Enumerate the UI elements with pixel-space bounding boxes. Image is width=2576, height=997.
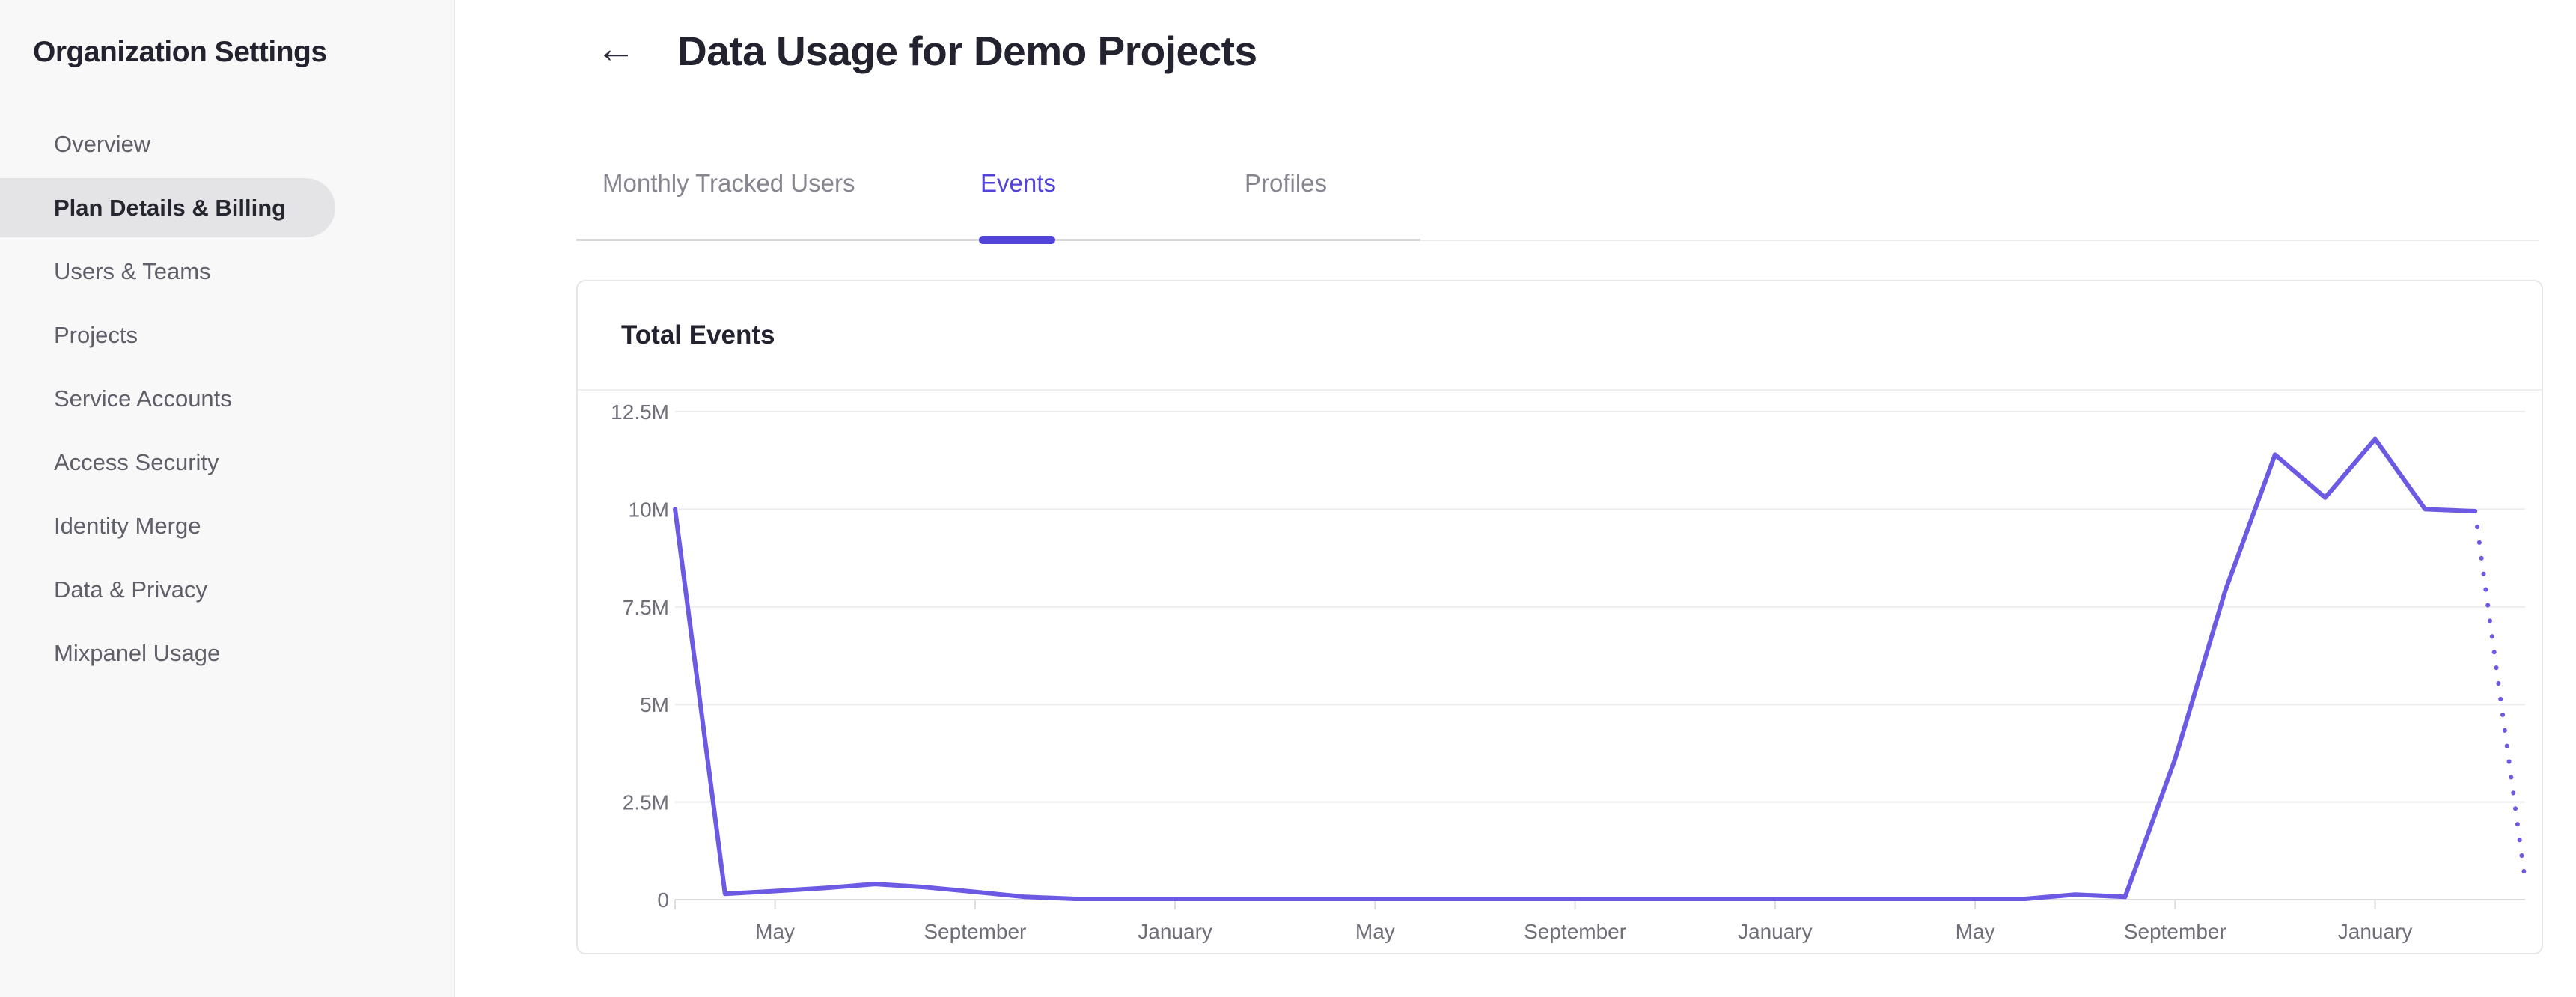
usage-tabs: Monthly Tracked Users Events Profiles bbox=[576, 157, 2539, 244]
x-tick-label: May bbox=[1956, 920, 1995, 943]
organization-settings-sidebar: Organization Settings Overview Plan Detai… bbox=[0, 0, 455, 997]
x-tick-label: September bbox=[1524, 920, 1626, 943]
tab-profiles[interactable]: Profiles bbox=[1245, 169, 1328, 197]
x-tick-label: January bbox=[2338, 920, 2413, 943]
sidebar-item-label: Mixpanel Usage bbox=[54, 639, 221, 666]
card-divider bbox=[578, 389, 2542, 391]
x-axis: May September January May September January Ma… bbox=[674, 900, 2413, 943]
x-tick-label: May bbox=[1355, 920, 1395, 943]
y-tick-label: 7.5M bbox=[623, 596, 669, 619]
sidebar-item-data-privacy[interactable]: Data & Privacy bbox=[0, 558, 454, 621]
x-tick-label: January bbox=[1738, 920, 1813, 943]
x-tick-label: September bbox=[2124, 920, 2226, 943]
sidebar-item-label: Service Accounts bbox=[54, 385, 232, 412]
chart-line-projection-dotted bbox=[2473, 509, 2527, 882]
x-tick-label: January bbox=[1138, 920, 1212, 943]
sidebar-item-overview[interactable]: Overview bbox=[0, 112, 454, 176]
tab-events[interactable]: Events bbox=[980, 169, 1056, 197]
chart-title: Total Events bbox=[621, 320, 775, 350]
total-events-card: Total Events 12.5M 10M 7.5M 5M 2.5M 0 May Septe… bbox=[576, 280, 2543, 954]
back-arrow-icon[interactable]: ← bbox=[596, 26, 636, 71]
sidebar-item-users-teams[interactable]: Users & Teams bbox=[0, 240, 454, 303]
x-tick-label: September bbox=[924, 920, 1026, 943]
active-tab-underline bbox=[979, 236, 1055, 244]
sidebar-item-service-accounts[interactable]: Service Accounts bbox=[0, 367, 454, 430]
sidebar-title: Organization Settings bbox=[33, 36, 327, 68]
sidebar-nav: Overview Plan Details & Billing Users & Te… bbox=[0, 112, 454, 685]
sidebar-item-label: Projects bbox=[54, 321, 138, 348]
active-item-pill bbox=[0, 178, 335, 237]
sidebar-item-label: Users & Teams bbox=[54, 257, 211, 284]
sidebar-item-plan-details-billing[interactable]: Plan Details & Billing bbox=[0, 176, 454, 240]
y-tick-label: 10M bbox=[629, 498, 669, 521]
x-tick-label: May bbox=[755, 920, 795, 943]
sidebar-item-projects[interactable]: Projects bbox=[0, 303, 454, 367]
y-tick-label: 12.5M bbox=[611, 400, 669, 424]
chart-line-solid bbox=[673, 436, 2478, 901]
sidebar-item-mixpanel-usage[interactable]: Mixpanel Usage bbox=[0, 621, 454, 685]
page-title: Data Usage for Demo Projects bbox=[677, 28, 1257, 74]
sidebar-item-label: Overview bbox=[54, 130, 151, 157]
sidebar-item-identity-merge[interactable]: Identity Merge bbox=[0, 494, 454, 558]
tab-monthly-tracked-users[interactable]: Monthly Tracked Users bbox=[602, 169, 855, 197]
y-tick-label: 5M bbox=[640, 693, 669, 716]
y-axis: 12.5M 10M 7.5M 5M 2.5M 0 bbox=[611, 400, 2525, 912]
y-tick-label: 0 bbox=[657, 888, 669, 912]
sidebar-item-label: Identity Merge bbox=[54, 512, 201, 539]
y-tick-label: 2.5M bbox=[623, 791, 669, 814]
sidebar-item-access-security[interactable]: Access Security bbox=[0, 430, 454, 494]
sidebar-item-label: Plan Details & Billing bbox=[54, 194, 287, 221]
sidebar-item-label: Data & Privacy bbox=[54, 576, 208, 603]
sidebar-item-label: Access Security bbox=[54, 448, 219, 475]
